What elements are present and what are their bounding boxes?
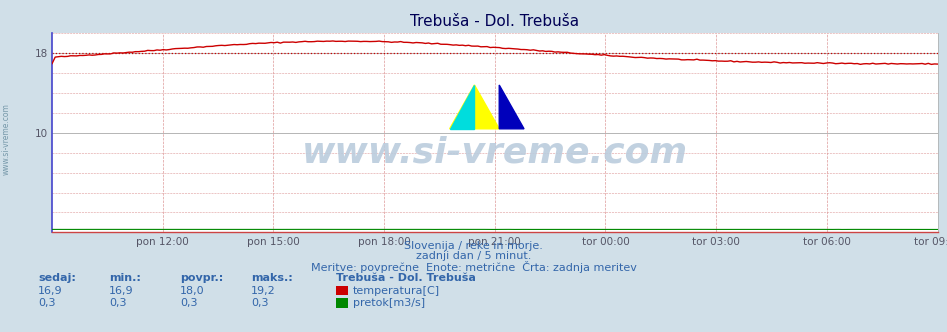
Text: 16,9: 16,9 <box>38 286 63 296</box>
Text: 0,3: 0,3 <box>180 298 197 308</box>
Text: maks.:: maks.: <box>251 273 293 283</box>
Text: www.si-vreme.com: www.si-vreme.com <box>2 104 11 175</box>
Polygon shape <box>450 85 474 129</box>
Text: 19,2: 19,2 <box>251 286 276 296</box>
Title: Trebuša - Dol. Trebuša: Trebuša - Dol. Trebuša <box>410 14 580 29</box>
Text: zadnji dan / 5 minut.: zadnji dan / 5 minut. <box>416 251 531 261</box>
Text: temperatura[C]: temperatura[C] <box>353 286 440 296</box>
Text: www.si-vreme.com: www.si-vreme.com <box>302 136 688 170</box>
Text: Slovenija / reke in morje.: Slovenija / reke in morje. <box>404 241 543 251</box>
Text: 18,0: 18,0 <box>180 286 205 296</box>
Polygon shape <box>499 85 524 129</box>
Text: 0,3: 0,3 <box>38 298 55 308</box>
Text: pretok[m3/s]: pretok[m3/s] <box>353 298 425 308</box>
Text: sedaj:: sedaj: <box>38 273 76 283</box>
Text: Meritve: povprečne  Enote: metrične  Črta: zadnja meritev: Meritve: povprečne Enote: metrične Črta:… <box>311 261 636 273</box>
Text: povpr.:: povpr.: <box>180 273 223 283</box>
Text: min.:: min.: <box>109 273 141 283</box>
Text: 0,3: 0,3 <box>251 298 268 308</box>
Polygon shape <box>450 85 499 129</box>
Text: 16,9: 16,9 <box>109 286 134 296</box>
Text: 0,3: 0,3 <box>109 298 126 308</box>
Text: Trebuša - Dol. Trebuša: Trebuša - Dol. Trebuša <box>336 273 476 283</box>
